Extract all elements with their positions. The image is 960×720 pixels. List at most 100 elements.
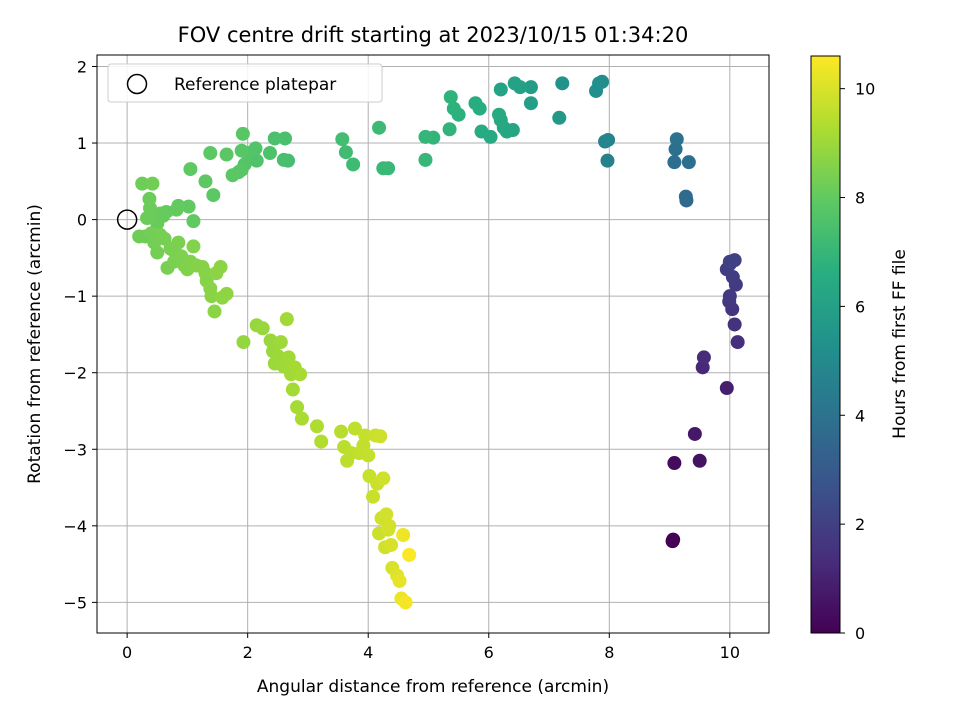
- colorbar-tick-label: 2: [855, 515, 865, 534]
- data-point: [132, 229, 147, 244]
- data-point: [392, 573, 407, 588]
- y-axis-ticks: 2 1 0 −1 −2 −3 −4 −5: [63, 57, 97, 612]
- data-point: [290, 400, 305, 415]
- data-point: [372, 120, 387, 135]
- data-point: [278, 131, 293, 146]
- data-point: [667, 155, 682, 170]
- data-point: [294, 411, 309, 426]
- colorbar: 0 2 4 6 8 10 Hours from first FF file: [810, 55, 910, 643]
- y-tick-label: 1: [77, 134, 87, 153]
- data-point: [225, 168, 240, 183]
- data-point: [722, 254, 737, 269]
- data-point: [206, 188, 221, 203]
- plot-frame: [96, 54, 770, 634]
- data-point: [722, 289, 737, 304]
- data-point: [203, 145, 218, 160]
- data-point: [140, 211, 155, 226]
- legend-marker: [126, 73, 148, 95]
- data-point: [376, 471, 391, 486]
- data-point: [376, 161, 391, 176]
- data-point: [347, 421, 362, 436]
- data-point: [396, 528, 411, 543]
- data-point: [219, 286, 234, 301]
- data-point: [366, 489, 381, 504]
- y-tick-label: −3: [63, 440, 87, 459]
- x-tick-label: 10: [720, 643, 740, 662]
- colorbar-tick-label: 10: [855, 80, 875, 99]
- data-point: [236, 335, 251, 350]
- data-point: [207, 304, 222, 319]
- data-point: [270, 348, 285, 363]
- data-point: [552, 110, 567, 125]
- legend-box: [107, 63, 383, 103]
- data-point: [142, 191, 157, 206]
- data-point: [219, 147, 234, 162]
- reference-marker: [116, 209, 138, 230]
- data-point: [384, 537, 399, 552]
- y-tick-label: −4: [63, 517, 87, 536]
- data-point: [198, 174, 213, 189]
- data-point: [692, 453, 707, 468]
- data-point: [181, 199, 196, 214]
- data-point: [186, 239, 201, 254]
- data-point: [314, 434, 329, 449]
- data-point: [600, 153, 615, 168]
- data-point: [468, 96, 483, 111]
- colorbar-label: Hours from first FF file: [890, 249, 910, 439]
- x-axis-label: Angular distance from reference (arcmin): [257, 677, 609, 697]
- data-point: [523, 96, 538, 111]
- data-point: [273, 335, 288, 350]
- data-point: [730, 335, 745, 350]
- data-point: [346, 157, 361, 172]
- data-point: [145, 176, 160, 191]
- data-point: [687, 426, 702, 441]
- legend-label: Reference platepar: [174, 75, 336, 95]
- data-point: [338, 145, 353, 160]
- chart-title: FOV centre drift starting at 2023/10/15 …: [178, 23, 689, 47]
- legend: Reference platepar: [107, 63, 383, 103]
- data-point: [279, 312, 294, 327]
- data-point: [213, 260, 228, 275]
- data-point: [681, 155, 696, 170]
- y-axis-label: Rotation from reference (arcmin): [25, 204, 45, 484]
- data-point: [589, 83, 604, 98]
- data-point: [398, 595, 413, 610]
- data-point: [379, 507, 394, 522]
- data-point: [669, 132, 684, 147]
- colorbar-tick-label: 8: [855, 189, 865, 208]
- data-point: [446, 101, 461, 116]
- grid-lines: [97, 55, 769, 633]
- data-point: [474, 124, 489, 139]
- data-point: [276, 152, 291, 167]
- data-point: [491, 107, 506, 122]
- y-tick-label: 0: [77, 211, 87, 230]
- colorbar-tick-label: 6: [855, 297, 865, 316]
- data-point: [361, 448, 376, 463]
- data-point: [293, 367, 308, 382]
- x-tick-label: 4: [363, 643, 373, 662]
- data-point: [373, 429, 388, 444]
- colorbar-ticks: 0 2 4 6 8 10: [840, 80, 875, 643]
- data-point: [235, 126, 250, 141]
- data-point: [267, 131, 282, 146]
- y-tick-label: −2: [63, 364, 87, 383]
- data-point: [285, 382, 300, 397]
- data-point: [493, 82, 508, 97]
- data-point: [204, 289, 219, 304]
- data-point: [667, 456, 682, 471]
- data-point: [186, 214, 201, 229]
- data-point: [678, 189, 693, 204]
- data-point: [358, 428, 373, 443]
- data-point: [262, 145, 277, 160]
- y-tick-label: 2: [77, 57, 87, 76]
- data-point: [135, 176, 150, 191]
- data-point: [727, 317, 742, 332]
- data-point: [442, 122, 457, 137]
- x-tick-label: 2: [243, 643, 253, 662]
- data-point: [334, 424, 349, 439]
- data-point: [234, 143, 249, 158]
- y-tick-label: −5: [63, 593, 87, 612]
- data-point: [443, 90, 458, 105]
- data-point: [666, 532, 681, 547]
- data-point: [171, 235, 186, 250]
